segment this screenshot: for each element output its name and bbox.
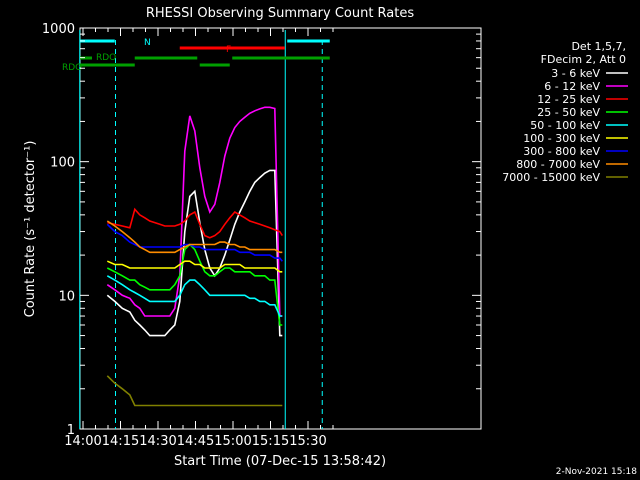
y-tick-label: 1000 — [42, 22, 75, 37]
flag-bars: N F RDO RDG — [62, 38, 330, 73]
x-tick-label: 14:30 — [139, 434, 176, 449]
series-line — [106, 220, 283, 254]
legend-label: 100 - 300 keV — [523, 132, 600, 145]
legend-header-2: FDecim 2, Att 0 — [541, 53, 626, 66]
x-axis-label: Start Time (07-Dec-15 13:58:42) — [174, 454, 386, 469]
y-tick-label: 10 — [58, 289, 75, 304]
legend-label: 6 - 12 keV — [544, 80, 600, 93]
legend-label: 25 - 50 keV — [537, 106, 600, 119]
chart-title: RHESSI Observing Summary Count Rates — [146, 6, 415, 21]
flag-label: F — [226, 45, 231, 55]
footer-timestamp: 2-Nov-2021 15:18 — [556, 467, 638, 477]
series-line — [106, 275, 283, 317]
x-tick-label: 14:00 — [64, 434, 101, 449]
series-line — [107, 207, 283, 239]
series-line — [106, 260, 283, 273]
legend-header-1: Det 1,5,7, — [571, 40, 626, 53]
x-tick-label: 15:15 — [252, 434, 289, 449]
series-line — [106, 169, 283, 337]
series-line — [106, 223, 283, 262]
plot-frame — [79, 27, 482, 430]
axis-ticks: 14:00 14:15 14:30 14:45 15:00 15:15 15:30 1 10 10… — [42, 22, 481, 449]
legend-label: 7000 - 15000 keV — [502, 171, 600, 184]
legend-label: 300 - 800 keV — [523, 145, 600, 158]
x-tick-label: 15:00 — [214, 434, 251, 449]
x-tick-label: 15:30 — [289, 434, 326, 449]
flag-label: RDO — [96, 53, 116, 63]
series-line — [106, 243, 283, 326]
legend-label: 50 - 100 keV — [530, 119, 600, 132]
legend-label: 3 - 6 keV — [551, 67, 600, 80]
x-tick-label: 14:15 — [102, 434, 139, 449]
flag-label: N — [144, 38, 151, 48]
x-tick-label: 14:45 — [177, 434, 214, 449]
series-lines — [106, 106, 283, 407]
series-line — [106, 375, 283, 407]
legend-label: 800 - 7000 keV — [516, 158, 600, 171]
reference-lines — [79, 30, 323, 429]
y-tick-label: 1 — [67, 423, 75, 438]
y-tick-label: 100 — [50, 156, 75, 171]
flag-label: RDG — [62, 63, 82, 73]
legend-label: 12 - 25 keV — [537, 93, 600, 106]
y-axis-label: Count Rate (s⁻¹ detector⁻¹) — [23, 141, 38, 318]
series-line — [106, 106, 283, 317]
